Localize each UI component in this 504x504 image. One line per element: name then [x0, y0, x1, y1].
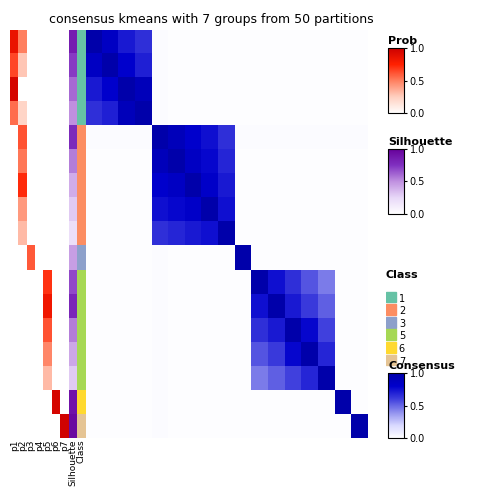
X-axis label: p5: p5: [43, 440, 52, 452]
Bar: [386, 304, 397, 315]
X-axis label: p7: p7: [60, 440, 69, 452]
Text: Class: Class: [386, 270, 418, 280]
Text: consensus kmeans with 7 groups from 50 partitions: consensus kmeans with 7 groups from 50 p…: [49, 13, 374, 26]
Text: 1: 1: [399, 294, 405, 303]
X-axis label: p3: p3: [26, 440, 35, 452]
Text: Silhouette: Silhouette: [388, 137, 453, 147]
Bar: [386, 355, 397, 365]
Bar: [386, 330, 397, 340]
Text: 3: 3: [399, 319, 405, 329]
Text: 7: 7: [399, 357, 405, 366]
Text: 2: 2: [399, 306, 405, 316]
X-axis label: p4: p4: [35, 440, 44, 451]
X-axis label: p2: p2: [18, 440, 27, 451]
X-axis label: p6: p6: [51, 440, 60, 452]
Bar: [386, 292, 397, 302]
Text: Consensus: Consensus: [388, 361, 455, 371]
Text: 5: 5: [399, 332, 405, 341]
Bar: [386, 317, 397, 328]
X-axis label: Silhouette: Silhouette: [68, 440, 77, 486]
Bar: [386, 342, 397, 353]
Text: 6: 6: [399, 344, 405, 354]
X-axis label: p1: p1: [10, 440, 19, 452]
Text: Prob: Prob: [388, 36, 417, 46]
X-axis label: Class: Class: [77, 440, 86, 464]
